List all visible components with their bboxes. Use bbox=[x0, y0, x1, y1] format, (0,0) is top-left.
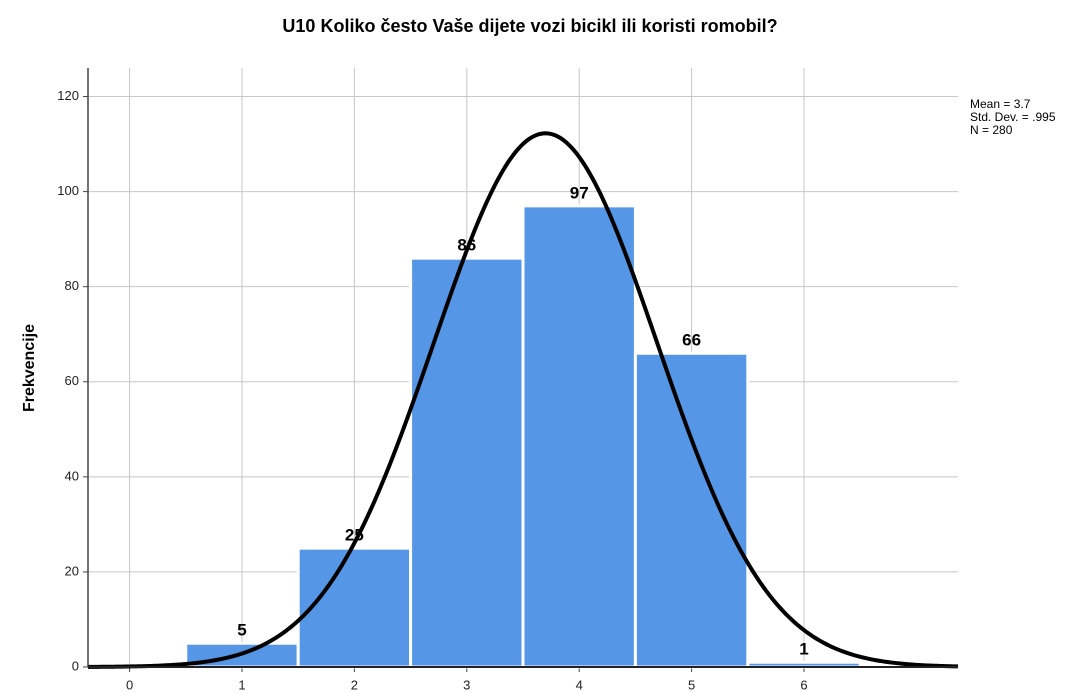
bar bbox=[633, 351, 750, 669]
y-tick-label: 100 bbox=[57, 183, 79, 198]
bar bbox=[521, 204, 637, 669]
x-tick-label: 2 bbox=[351, 677, 358, 692]
data-label: 1 bbox=[799, 640, 808, 659]
bar bbox=[409, 256, 525, 669]
data-label: 5 bbox=[237, 621, 246, 640]
normal-curve bbox=[87, 131, 959, 669]
stats-annotation: Mean = 3.7 bbox=[970, 97, 1031, 111]
data-label: 97 bbox=[570, 183, 589, 202]
y-axis-label: Frekvencije bbox=[21, 324, 38, 412]
y-tick-label: 80 bbox=[65, 278, 79, 293]
data-label: 66 bbox=[682, 331, 701, 350]
x-tick-label: 1 bbox=[238, 677, 245, 692]
x-tick-label: 4 bbox=[576, 677, 583, 692]
bar bbox=[296, 546, 413, 669]
x-tick-label: 6 bbox=[800, 677, 807, 692]
y-tick-label: 40 bbox=[65, 468, 79, 483]
stats-annotation: Std. Dev. = .995 bbox=[970, 110, 1056, 124]
chart-title: U10 Koliko često Vaše dijete vozi bicikl… bbox=[282, 16, 777, 36]
y-tick-label: 0 bbox=[72, 658, 79, 673]
y-tick-label: 60 bbox=[65, 373, 79, 388]
x-tick-label: 3 bbox=[463, 677, 470, 692]
x-tick-label: 5 bbox=[688, 677, 695, 692]
y-tick-label: 20 bbox=[65, 563, 79, 578]
y-tick-label: 120 bbox=[57, 88, 79, 103]
x-tick-label: 0 bbox=[126, 677, 133, 692]
stats-annotation: N = 280 bbox=[970, 123, 1013, 137]
